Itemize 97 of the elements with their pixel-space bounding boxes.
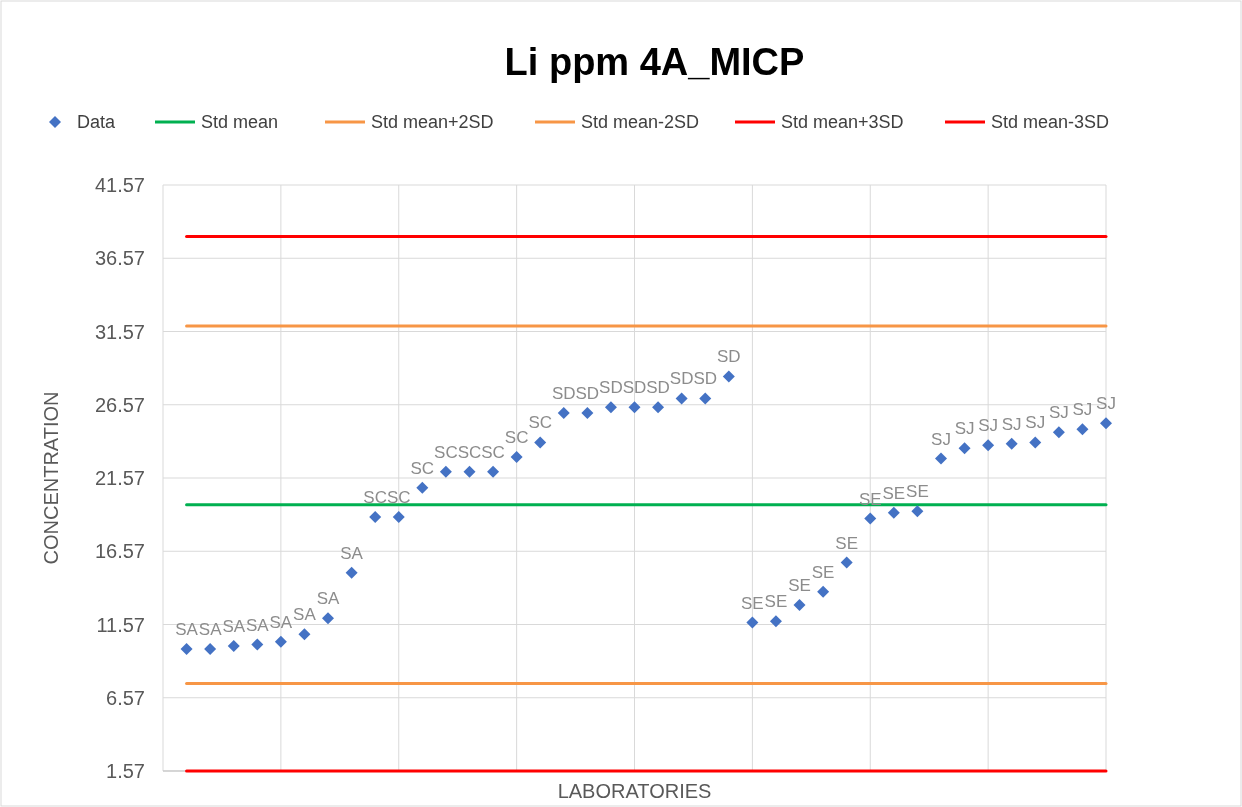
data-label: SJ <box>978 416 999 436</box>
data-label: SC <box>504 428 529 448</box>
data-label: SE <box>788 576 811 596</box>
data-label: SD <box>669 369 694 389</box>
x-axis-title: LABORATORIES <box>557 780 712 802</box>
point <box>274 635 287 648</box>
point <box>769 615 782 628</box>
data-label: SE <box>835 533 859 553</box>
data-label: SE <box>811 562 835 582</box>
point <box>439 465 452 478</box>
point <box>1100 417 1112 430</box>
point <box>204 642 217 655</box>
point <box>699 392 712 405</box>
data-label: SA <box>269 612 293 632</box>
point <box>557 407 570 420</box>
point <box>1029 436 1042 449</box>
data-label: SD <box>622 378 647 398</box>
y-tick-label: 1.57 <box>106 760 145 782</box>
legend-label: Std mean-3SD <box>991 112 1110 132</box>
data-label: SA <box>293 605 317 625</box>
data-label: SJ <box>1001 414 1022 434</box>
point <box>746 616 759 629</box>
y-tick-label: 41.57 <box>94 174 145 196</box>
data-label: SA <box>340 543 364 563</box>
data-label: SC <box>528 413 553 433</box>
data-label: SJ <box>1025 413 1046 433</box>
point <box>864 512 877 525</box>
point <box>392 511 405 524</box>
point <box>722 370 735 383</box>
y-tick-label: 26.57 <box>94 393 145 416</box>
y-tick-label: 36.57 <box>94 247 145 270</box>
data-label: SD <box>693 369 718 389</box>
point <box>534 436 547 449</box>
data-label: SA <box>198 619 223 639</box>
data-label: SC <box>410 458 435 478</box>
legend-label: Std mean <box>201 112 279 132</box>
data-label: SD <box>646 378 670 398</box>
point <box>416 481 429 494</box>
data-label: SD <box>551 384 576 404</box>
data-label: SC <box>434 442 458 462</box>
y-tick-label: 31.57 <box>94 320 145 343</box>
point <box>652 401 665 414</box>
chart-title: Li ppm 4A_MICP <box>504 41 805 83</box>
data-label: SJ <box>1096 394 1116 414</box>
data-label: SE <box>764 592 788 612</box>
point <box>840 556 853 569</box>
point <box>1076 423 1089 436</box>
point <box>298 628 311 641</box>
data-label: SA <box>175 619 199 639</box>
y-tick-label: 21.57 <box>94 467 145 489</box>
data-label: SE <box>882 483 906 503</box>
data-label: SJ <box>1048 403 1069 423</box>
data-label: SC <box>386 488 411 508</box>
data-label: SE <box>906 482 929 502</box>
point <box>793 599 806 612</box>
legend-label: Std mean+3SD <box>781 112 904 132</box>
data-label: SC <box>481 442 505 462</box>
point <box>1005 437 1018 450</box>
y-tick-label: 6.57 <box>106 686 145 709</box>
point <box>487 465 500 478</box>
legend-label: Data <box>77 112 117 132</box>
point <box>604 401 617 414</box>
data-label: SA <box>316 589 341 609</box>
point <box>227 640 240 653</box>
y-tick-label: 16.57 <box>94 540 145 563</box>
point <box>675 392 688 405</box>
data-label: SC <box>457 442 482 462</box>
point <box>982 439 995 452</box>
point <box>581 407 594 420</box>
data-label: SJ <box>931 429 951 449</box>
data-label: SD <box>716 347 741 367</box>
y-tick-label: 11.57 <box>96 613 145 636</box>
point <box>628 401 641 414</box>
point <box>911 505 924 518</box>
point <box>817 585 830 598</box>
point <box>345 566 358 579</box>
data-label: SA <box>222 617 246 637</box>
point <box>322 612 335 625</box>
point <box>463 465 476 478</box>
point <box>369 511 382 524</box>
data-label: SE <box>741 593 764 613</box>
point <box>934 452 947 465</box>
point <box>1052 426 1065 439</box>
legend-label: Std mean+2SD <box>371 112 494 132</box>
data-label: SD <box>599 378 623 398</box>
point <box>958 442 971 455</box>
y-axis-title: CONCENTRATION <box>40 391 62 565</box>
data-label: SJ <box>954 419 975 439</box>
data-label: SC <box>363 488 387 508</box>
data-label: SA <box>245 615 270 635</box>
data-label: SD <box>575 384 600 404</box>
data-label: SJ <box>1072 400 1093 420</box>
point <box>887 506 900 519</box>
point <box>251 638 264 651</box>
point <box>510 451 523 464</box>
legend-label: Std mean-2SD <box>581 112 700 132</box>
point <box>180 642 193 655</box>
